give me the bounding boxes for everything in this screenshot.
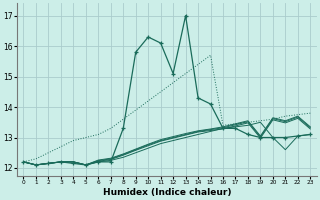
X-axis label: Humidex (Indice chaleur): Humidex (Indice chaleur) [103, 188, 231, 197]
